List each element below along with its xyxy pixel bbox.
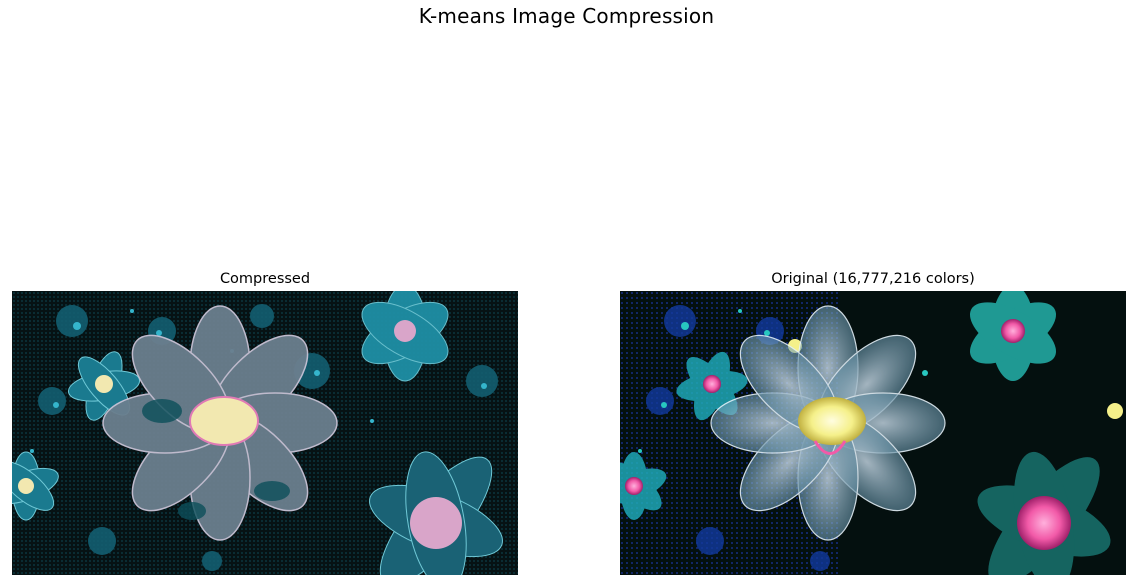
compressed-image [12, 291, 518, 575]
original-image [620, 291, 1126, 575]
figure-title: K-means Image Compression [418, 4, 715, 28]
compressed-title: Compressed [219, 271, 311, 287]
original-title: Original (16,777,216 colors) [771, 271, 975, 287]
original-panel: Original (16,777,216 colors) [620, 269, 1126, 575]
compressed-panel: Compressed [12, 269, 518, 575]
